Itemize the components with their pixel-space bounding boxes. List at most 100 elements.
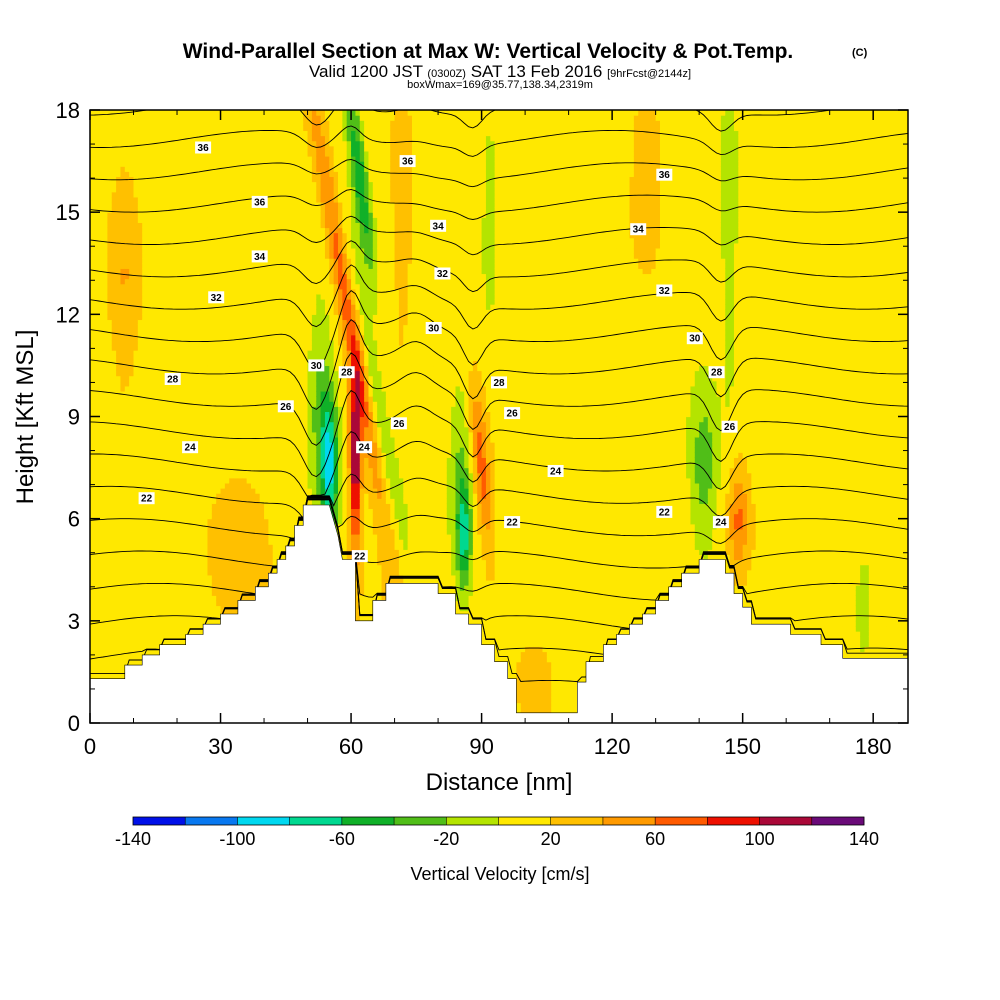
velocity-cell (250, 150, 256, 157)
velocity-cell (129, 477, 135, 484)
velocity-cell (116, 569, 122, 576)
velocity-cell (233, 115, 239, 121)
velocity-cell (211, 145, 217, 152)
velocity-cell (229, 258, 235, 264)
velocity-cell (172, 217, 178, 223)
velocity-cell (120, 334, 126, 341)
velocity-cell (216, 472, 222, 479)
velocity-cell (155, 360, 161, 367)
velocity-cell (194, 253, 200, 259)
velocity-cell (237, 488, 243, 494)
velocity-cell (220, 416, 226, 423)
velocity-cell (124, 462, 130, 469)
velocity-cell (233, 324, 239, 331)
velocity-cell (98, 610, 104, 617)
velocity-cell (216, 150, 222, 157)
velocity-cell (220, 120, 226, 126)
velocity-cell (246, 237, 252, 244)
velocity-cell (133, 452, 139, 458)
velocity-cell (168, 166, 174, 172)
velocity-cell (142, 518, 148, 525)
velocity-cell (264, 293, 269, 300)
velocity-cell (150, 247, 156, 254)
velocity-cell (107, 176, 113, 183)
velocity-cell (159, 431, 165, 438)
velocity-cell (172, 426, 178, 433)
velocity-cell (120, 513, 126, 520)
velocity-cell (163, 390, 169, 397)
velocity-cell (129, 518, 135, 525)
velocity-cell (233, 181, 239, 188)
velocity-cell (98, 155, 104, 162)
velocity-cell (246, 324, 252, 331)
velocity-cell (203, 161, 209, 167)
velocity-cell (242, 457, 248, 464)
velocity-cell (98, 503, 104, 510)
velocity-cell (142, 212, 148, 218)
velocity-cell (255, 227, 261, 234)
velocity-cell (133, 370, 139, 377)
velocity-cell (116, 462, 122, 469)
velocity-cell (146, 150, 152, 157)
velocity-cell (116, 513, 122, 520)
velocity-cell (146, 319, 152, 326)
valid-utc: (0300Z) (427, 68, 466, 80)
velocity-cell (116, 380, 122, 387)
velocity-cell (259, 523, 265, 530)
velocity-cell (194, 406, 200, 412)
velocity-cell (90, 125, 95, 132)
velocity-cell (137, 600, 143, 607)
velocity-cell (220, 237, 226, 244)
velocity-cell (216, 258, 222, 264)
velocity-cell (116, 212, 122, 218)
velocity-cell (98, 554, 104, 561)
velocity-cell (242, 232, 248, 239)
velocity-cell (198, 390, 204, 397)
velocity-cell (224, 227, 230, 234)
velocity-cell (90, 610, 95, 617)
velocity-cell (111, 247, 117, 254)
velocity-cell (146, 426, 152, 433)
velocity-cell (120, 273, 126, 280)
velocity-cell (120, 222, 126, 229)
velocity-cell (107, 278, 113, 285)
velocity-cell (246, 293, 252, 300)
velocity-cell (198, 135, 204, 142)
velocity-cell (203, 304, 209, 310)
velocity-cell (163, 339, 169, 346)
velocity-cell (111, 217, 117, 223)
velocity-cell (163, 288, 169, 295)
velocity-cell (120, 324, 126, 331)
velocity-cell (190, 247, 196, 254)
velocity-cell (172, 196, 178, 203)
velocity-cell (237, 579, 243, 586)
velocity-cell (194, 212, 200, 218)
velocity-cell (111, 125, 117, 132)
velocity-cell (98, 304, 104, 310)
velocity-cell (207, 462, 213, 469)
velocity-cell (177, 135, 182, 142)
velocity-cell (233, 503, 239, 510)
velocity-cell (268, 528, 274, 535)
velocity-cell (168, 268, 174, 275)
velocity-cell (137, 636, 143, 642)
velocity-cell (172, 544, 178, 550)
velocity-cell (259, 569, 265, 576)
velocity-cell (255, 130, 261, 137)
velocity-cell (242, 508, 248, 515)
velocity-cell (168, 176, 174, 183)
velocity-cell (198, 263, 204, 269)
velocity-cell (168, 477, 174, 484)
velocity-cell (211, 329, 217, 336)
velocity-cell (255, 273, 261, 280)
velocity-cell (150, 161, 156, 167)
velocity-cell (150, 421, 156, 428)
velocity-cell (142, 268, 148, 275)
velocity-cell (111, 212, 117, 218)
velocity-cell (246, 528, 252, 535)
velocity-cell (237, 574, 243, 581)
velocity-cell (246, 273, 252, 280)
velocity-cell (107, 212, 113, 218)
velocity-cell (264, 498, 269, 504)
valid-line: Valid 1200 JST (0300Z) SAT 13 Feb 2016 [… (309, 62, 691, 81)
